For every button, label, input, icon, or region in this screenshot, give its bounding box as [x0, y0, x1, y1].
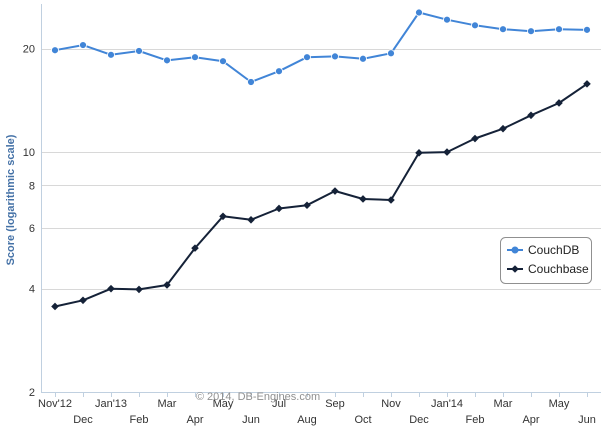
- data-point: [331, 52, 339, 61]
- data-point: [583, 80, 591, 88]
- data-point: [219, 57, 227, 66]
- data-point: [499, 124, 507, 133]
- grid-lines: [41, 49, 601, 393]
- data-point: [247, 215, 255, 224]
- data-point: [247, 78, 255, 86]
- data-point: [219, 212, 227, 221]
- series-couchdb: [51, 8, 591, 86]
- data-point: [443, 148, 451, 156]
- data-point: [527, 111, 535, 120]
- x-tick-label: Apr: [522, 414, 539, 426]
- data-point: [359, 54, 367, 63]
- y-tick-label: 2: [29, 387, 35, 399]
- legend-marker-circle: [511, 246, 519, 254]
- series-couchbase: [51, 80, 591, 311]
- y-tick-labels: 2 4 6 8 10 20: [23, 44, 35, 399]
- y-tick-label: 4: [29, 284, 35, 296]
- legend-label: Couchbase: [528, 262, 589, 276]
- data-point: [555, 99, 563, 107]
- data-point: [191, 244, 199, 252]
- chart-credit: © 2014, DB-Engines.com: [196, 391, 320, 403]
- data-point: [303, 53, 311, 62]
- x-tick-label: Apr: [186, 414, 203, 426]
- series-line-couchdb: [54, 11, 588, 83]
- data-point: [583, 25, 591, 34]
- data-point: [163, 281, 171, 289]
- x-tick-label: Nov'12: [38, 398, 72, 410]
- x-tick-label: Feb: [130, 414, 149, 426]
- data-point: [331, 187, 339, 195]
- data-point: [51, 46, 59, 55]
- series-group: [51, 8, 591, 311]
- x-tick-label: May: [549, 398, 570, 410]
- legend-item-couchdb[interactable]: CouchDB: [507, 243, 579, 257]
- x-tick-label: Dec: [73, 414, 93, 426]
- x-tick-label: Aug: [297, 414, 317, 426]
- data-point: [443, 15, 451, 24]
- data-point: [275, 67, 283, 76]
- x-tick-label: Mar: [158, 398, 177, 410]
- data-point: [51, 302, 59, 311]
- data-point: [191, 53, 199, 62]
- series-line-couchbase: [54, 83, 588, 308]
- data-point: [275, 204, 283, 213]
- x-tick-label: Jun: [578, 414, 596, 426]
- data-point: [135, 285, 143, 294]
- x-tick-label: Sep: [325, 398, 345, 410]
- data-point: [499, 25, 507, 34]
- legend-box: [500, 237, 592, 284]
- data-point: [303, 201, 311, 210]
- data-point: [79, 41, 87, 49]
- legend-label: CouchDB: [528, 243, 579, 257]
- data-point: [415, 149, 423, 157]
- axes: [41, 4, 601, 393]
- data-point: [163, 56, 171, 65]
- data-point: [107, 284, 115, 293]
- y-tick-label: 10: [23, 147, 35, 159]
- data-point: [471, 134, 479, 143]
- y-axis-title: Score (logarithmic scale): [5, 134, 17, 265]
- legend[interactable]: CouchDB Couchbase: [500, 237, 592, 284]
- y-tick-label: 20: [23, 44, 35, 56]
- x-tick-label: Jul: [272, 398, 286, 410]
- y-tick-label: 8: [29, 180, 35, 192]
- x-tick-label: Nov: [381, 398, 401, 410]
- y-tick-label: 6: [29, 223, 35, 235]
- data-point: [471, 21, 479, 30]
- x-tick-label: Feb: [466, 414, 485, 426]
- data-point: [387, 49, 395, 58]
- data-point: [527, 27, 535, 36]
- x-tick-label: Dec: [409, 414, 429, 426]
- data-point: [135, 47, 143, 55]
- legend-item-couchbase[interactable]: Couchbase: [507, 262, 589, 276]
- data-point: [555, 25, 563, 34]
- x-tick-label: Jan'13: [95, 398, 127, 410]
- x-tick-label: Mar: [494, 398, 513, 410]
- x-tick-label: Oct: [354, 414, 371, 426]
- data-point: [359, 195, 367, 203]
- data-point: [387, 196, 395, 204]
- legend-marker-diamond: [511, 265, 519, 273]
- x-tick-label: Jan'14: [431, 398, 463, 410]
- x-tick-label: Jun: [242, 414, 260, 426]
- x-tick-labels: Nov'12DecJan'13FebMarAprMayJunJulAugSepO…: [38, 392, 596, 426]
- data-point: [415, 8, 423, 17]
- data-point: [79, 296, 87, 305]
- data-point: [107, 50, 115, 59]
- x-tick-label: May: [213, 398, 234, 410]
